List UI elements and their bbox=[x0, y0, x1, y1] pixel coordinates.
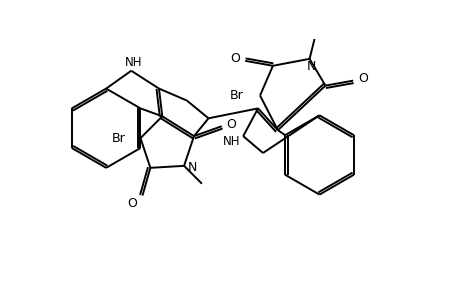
Text: Br: Br bbox=[112, 132, 125, 145]
Text: O: O bbox=[358, 72, 367, 85]
Text: Br: Br bbox=[229, 89, 243, 102]
Text: N: N bbox=[306, 60, 315, 73]
Text: O: O bbox=[226, 118, 236, 131]
Text: NH: NH bbox=[124, 56, 142, 69]
Text: N: N bbox=[187, 161, 196, 174]
Text: O: O bbox=[230, 52, 240, 65]
Text: O: O bbox=[127, 197, 137, 210]
Text: NH: NH bbox=[222, 135, 240, 148]
